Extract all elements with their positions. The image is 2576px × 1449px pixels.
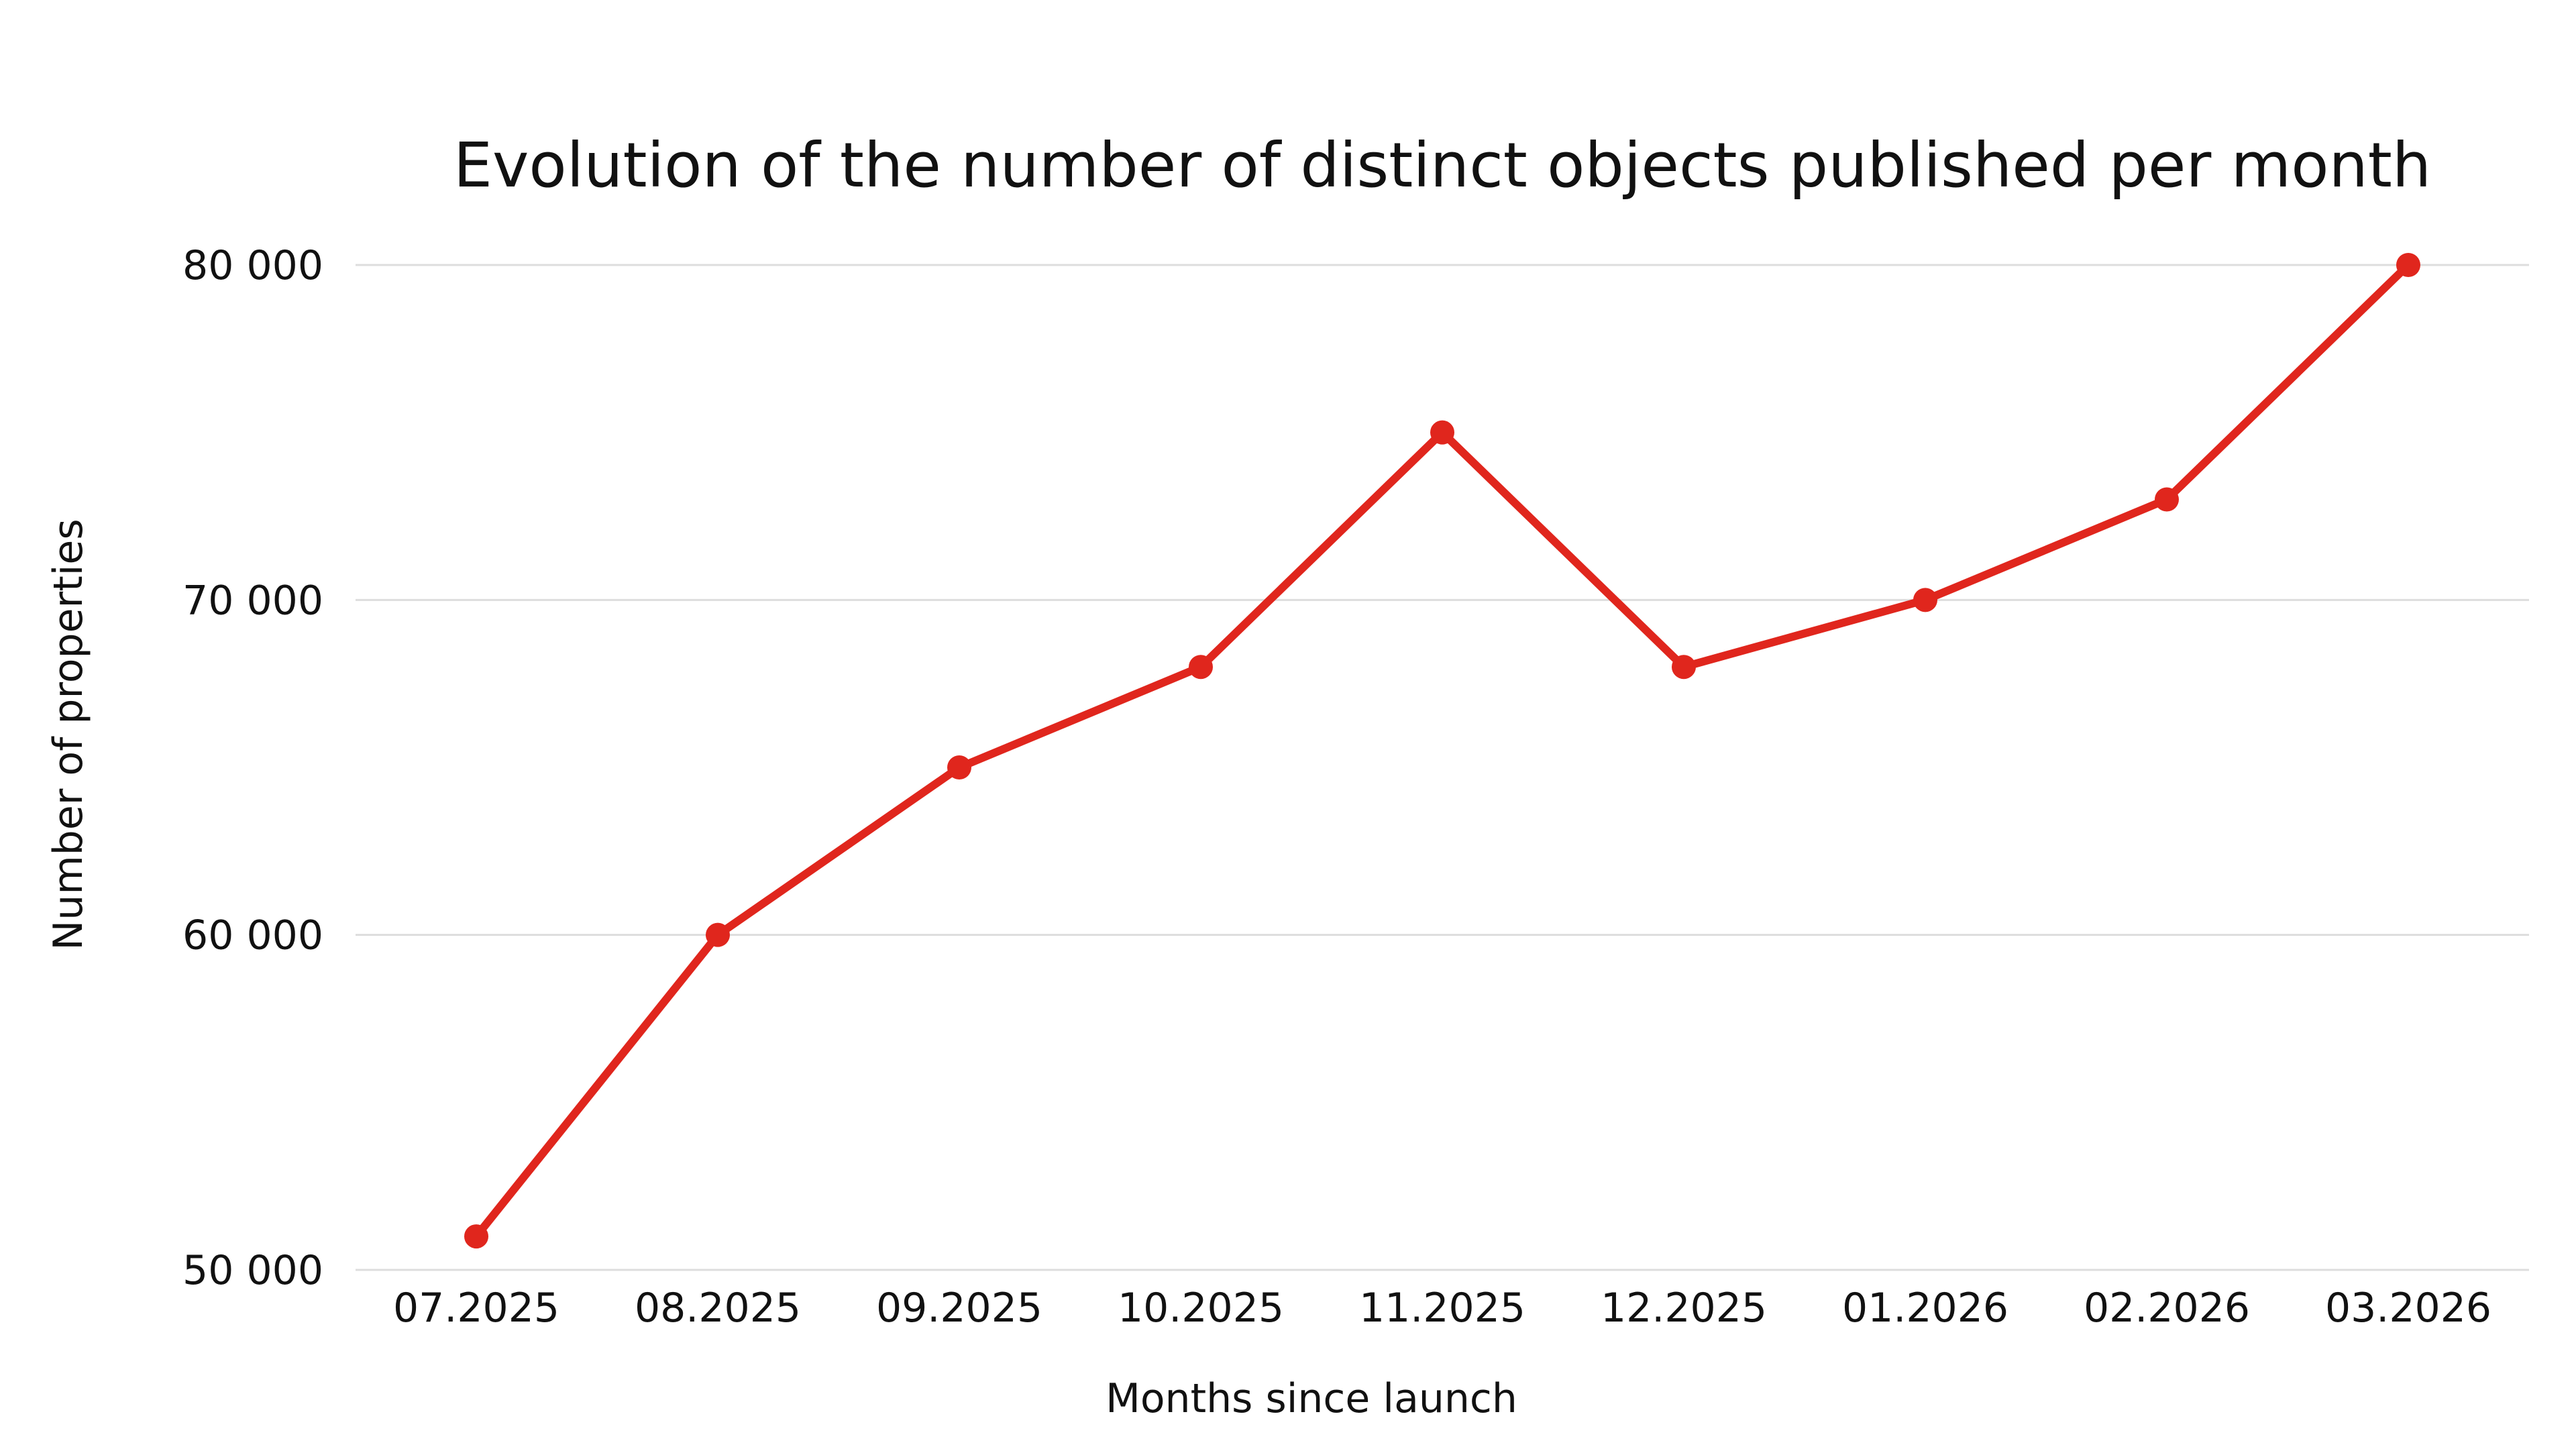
data-point bbox=[1189, 655, 1213, 680]
y-tick-label: 80 000 bbox=[182, 242, 323, 289]
data-point bbox=[1913, 588, 1937, 612]
y-tick-label: 60 000 bbox=[182, 912, 323, 959]
data-point bbox=[706, 922, 730, 947]
y-axis-label: Number of properties bbox=[45, 519, 92, 950]
y-tick-label: 50 000 bbox=[182, 1247, 323, 1294]
x-tick-label: 03.2026 bbox=[2325, 1285, 2491, 1332]
chart-title: Evolution of the number of distinct obje… bbox=[453, 129, 2431, 201]
data-point bbox=[947, 755, 971, 780]
x-tick-label: 08.2025 bbox=[635, 1285, 801, 1332]
y-axis-ticks: 50 000 60 000 70 000 80 000 bbox=[182, 242, 323, 1294]
x-tick-label: 11.2025 bbox=[1359, 1285, 1525, 1332]
x-axis-ticks: 07.2025 08.2025 09.2025 10.2025 11.2025 12.20… bbox=[393, 1285, 2491, 1332]
x-axis-label: Months since launch bbox=[1106, 1375, 1517, 1422]
data-point bbox=[2155, 487, 2179, 512]
data-point bbox=[464, 1224, 488, 1249]
data-point bbox=[2396, 253, 2420, 277]
series-line bbox=[472, 261, 2412, 1241]
data-point bbox=[1430, 420, 1454, 445]
gridlines bbox=[356, 264, 2529, 1271]
data-point bbox=[1672, 655, 1696, 680]
x-tick-label: 02.2026 bbox=[2084, 1285, 2250, 1332]
x-tick-label: 01.2026 bbox=[1842, 1285, 2008, 1332]
y-tick-label: 70 000 bbox=[182, 577, 323, 624]
x-tick-label: 10.2025 bbox=[1118, 1285, 1284, 1332]
x-tick-label: 09.2025 bbox=[876, 1285, 1042, 1332]
series-layer bbox=[464, 253, 2420, 1249]
x-tick-label: 07.2025 bbox=[393, 1285, 559, 1332]
x-tick-label: 12.2025 bbox=[1601, 1285, 1767, 1332]
